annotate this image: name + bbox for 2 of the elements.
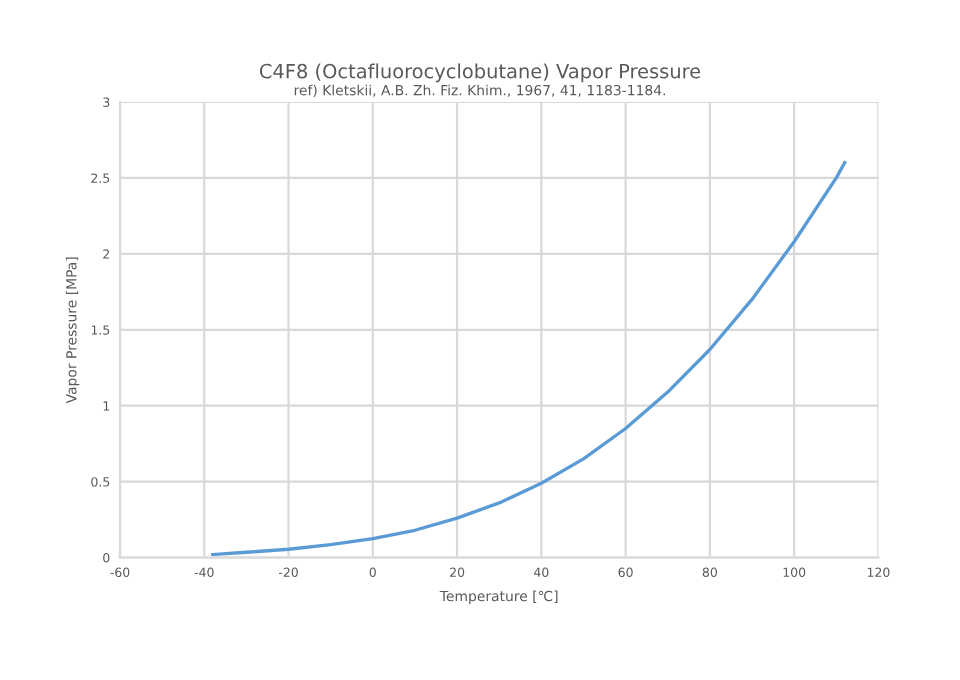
line-series — [211, 161, 847, 557]
chart-title: C4F8 (Octafluorocyclobutane) Vapor Pressure — [259, 63, 701, 83]
